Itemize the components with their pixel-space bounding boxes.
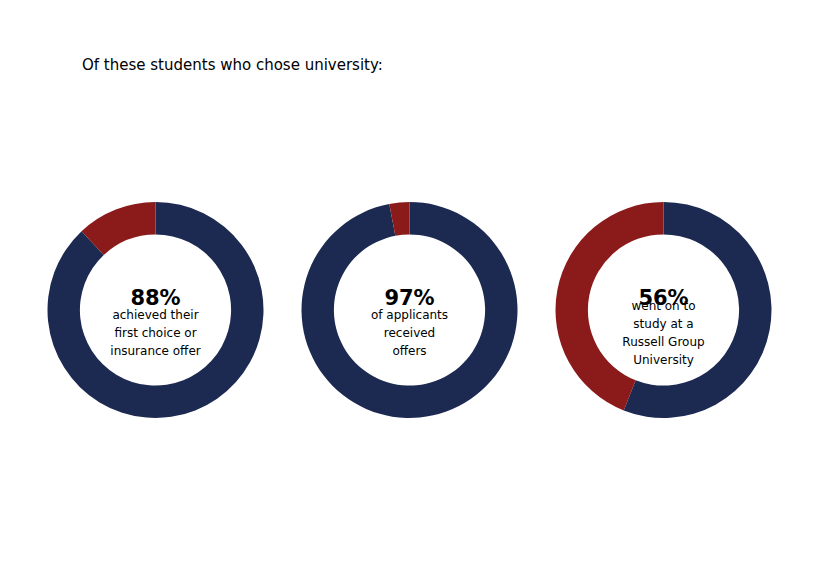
title: Of these students who chose university:: [82, 56, 383, 74]
description-line: University: [633, 353, 694, 367]
description-line: first choice or: [114, 326, 196, 340]
donut: 88%achieved their first choice or insuranc…: [47, 202, 263, 418]
description-line: Russell Group: [622, 335, 704, 349]
slice: [302, 202, 518, 418]
donut: 97%of applicants received offers: [302, 202, 518, 418]
donut: 56%went on tostudy at aRussell GroupUniv…: [556, 202, 772, 418]
description-line: study at a: [633, 317, 693, 331]
description-line: of applicants: [371, 308, 448, 322]
slice: [389, 202, 409, 236]
description: of applicants received offers: [371, 308, 448, 358]
chart-root: Of these students who chose university: 8…: [0, 0, 819, 580]
description-line: insurance offer: [110, 344, 200, 358]
description-line: went on to: [631, 299, 695, 313]
percent-label: 88%: [130, 286, 180, 310]
description: achieved their first choice or insurance o…: [110, 308, 200, 358]
description-line: received: [384, 326, 435, 340]
description-line: achieved their: [112, 308, 198, 322]
description-line: offers: [392, 344, 426, 358]
description: went on to study at a Russell Group Univers…: [622, 299, 704, 367]
percent-label: 97%: [384, 286, 434, 310]
slice: [47, 202, 263, 418]
slice: [82, 202, 156, 255]
